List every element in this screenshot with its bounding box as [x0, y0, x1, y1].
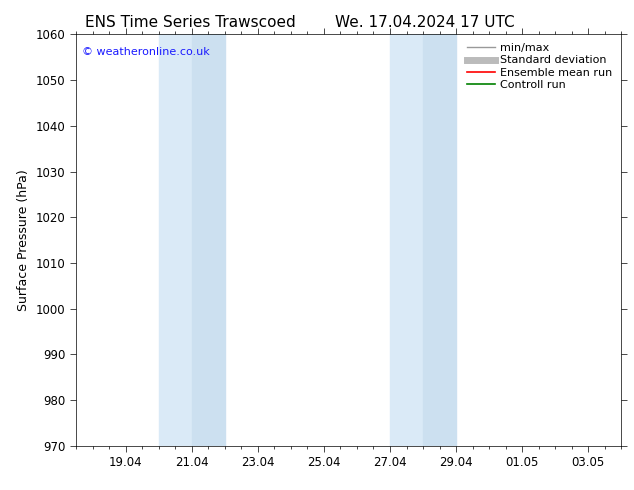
Text: © weatheronline.co.uk: © weatheronline.co.uk — [82, 47, 209, 57]
Y-axis label: Surface Pressure (hPa): Surface Pressure (hPa) — [17, 169, 30, 311]
Bar — [158, 34, 191, 446]
Text: We. 17.04.2024 17 UTC: We. 17.04.2024 17 UTC — [335, 15, 515, 30]
Bar — [390, 34, 423, 446]
Text: ENS Time Series Trawscoed: ENS Time Series Trawscoed — [85, 15, 295, 30]
Bar — [423, 34, 456, 446]
Bar — [191, 34, 225, 446]
Legend: min/max, Standard deviation, Ensemble mean run, Controll run: min/max, Standard deviation, Ensemble me… — [463, 40, 616, 93]
